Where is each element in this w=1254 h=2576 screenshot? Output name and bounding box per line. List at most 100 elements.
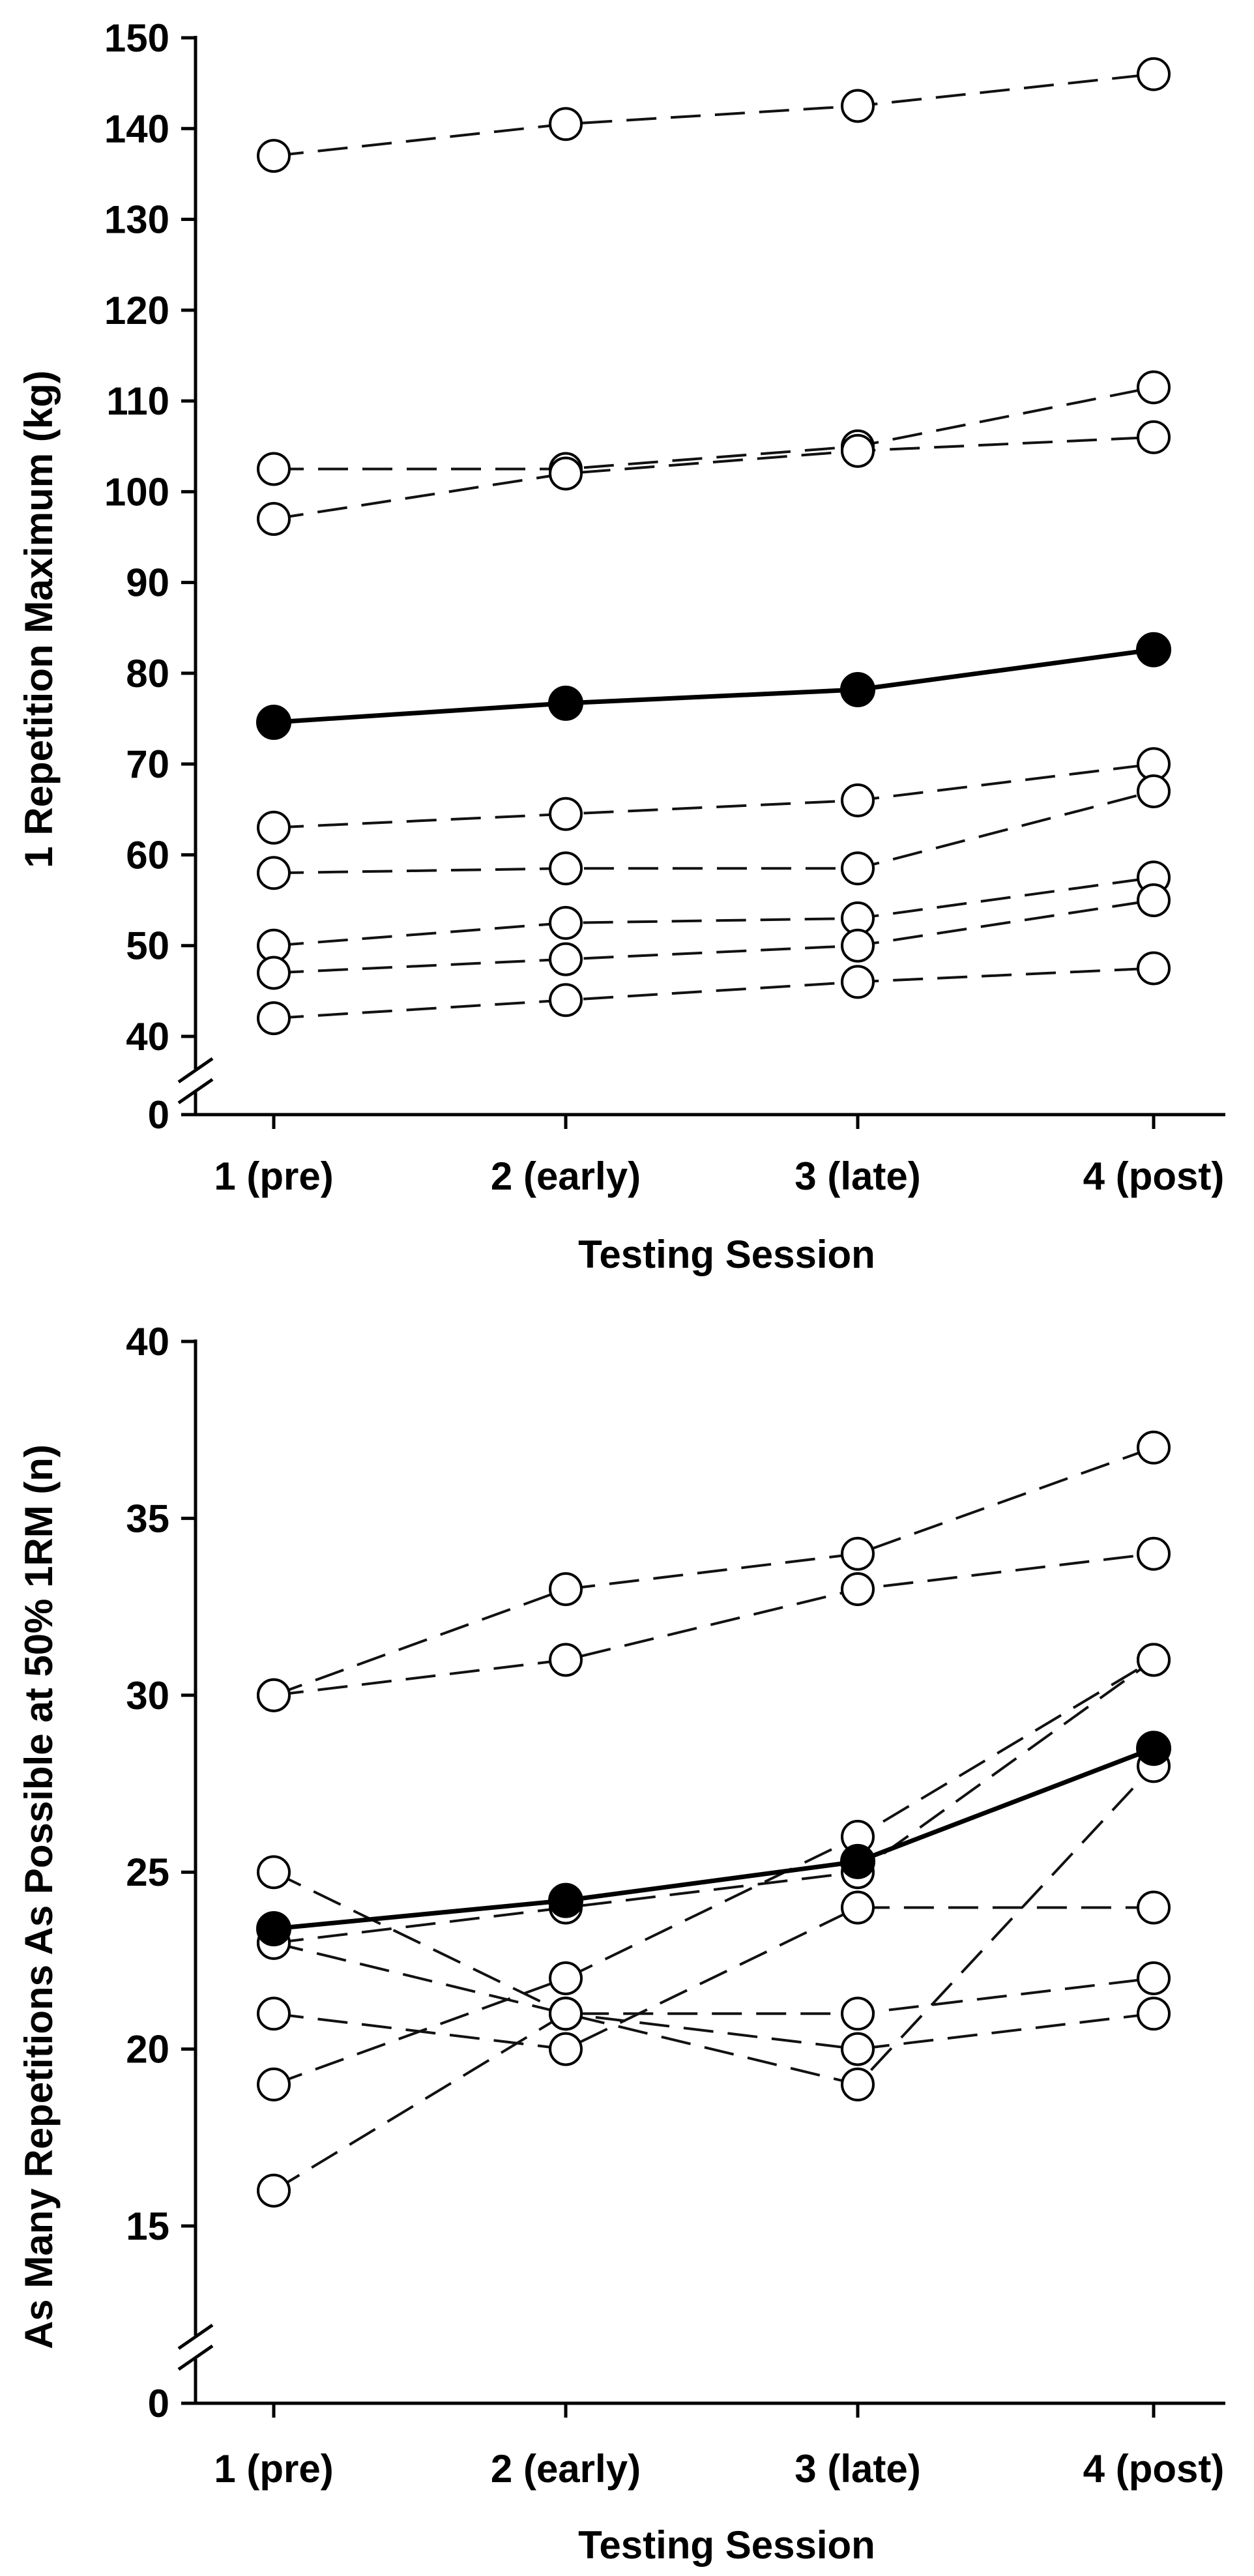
participant-point: [1137, 1536, 1171, 1571]
x-tick-label: 2 (early): [491, 1154, 641, 1198]
participant-line: [273, 876, 1154, 947]
participant-point: [549, 2032, 583, 2066]
participant-point: [257, 452, 291, 486]
participant-series: [257, 420, 1171, 536]
participant-point: [549, 983, 583, 1017]
participant-point: [841, 1572, 875, 1606]
participant-point: [549, 1997, 583, 2031]
mean-point: [256, 1911, 291, 1946]
participant-series: [257, 1749, 1171, 2101]
participant-point: [1137, 1430, 1171, 1465]
participant-point: [549, 107, 583, 141]
y-tick-label: 60: [126, 833, 169, 877]
participant-series: [257, 774, 1171, 890]
participant-line: [273, 1658, 1155, 2086]
x-tick-label: 4 (post): [1083, 1154, 1225, 1198]
participant-line: [273, 1871, 1154, 2051]
participant-point: [841, 1536, 875, 1571]
chart-amrap: 0 15 20 25 30 35 40 1 (pre) 2 (early) 3 (late) 4 (…: [17, 1320, 1225, 2567]
participant-point: [841, 1890, 875, 1925]
participant-point: [257, 139, 291, 173]
mean-series: [256, 1731, 1171, 1946]
y-tick-label: 110: [106, 379, 169, 423]
participant-point: [257, 810, 291, 845]
participant-point: [841, 783, 875, 817]
participant-point: [1137, 1997, 1171, 2031]
participant-line: [272, 1977, 1154, 2192]
y-tick-label: 80: [126, 652, 169, 695]
x-axis-title: Testing Session: [578, 2523, 875, 2567]
participant-point: [1137, 883, 1171, 918]
participant-point: [841, 965, 875, 999]
participant-line: [273, 967, 1154, 1020]
y-tick-label: 140: [104, 107, 169, 151]
participant-point: [841, 928, 875, 963]
axis-break-mark: [177, 2323, 214, 2350]
y-tick-label: 25: [126, 1851, 169, 1894]
participant-point: [1137, 951, 1171, 986]
y-tick-label: 130: [104, 198, 169, 242]
participant-point: [1137, 57, 1171, 91]
participant-point: [549, 1961, 583, 1995]
mean-point: [548, 1882, 583, 1918]
y-tick-label: 40: [126, 1015, 169, 1059]
participant-series: [257, 1643, 1171, 2101]
y-tick-label: 120: [104, 289, 169, 332]
participant-point: [257, 2173, 291, 2208]
x-axis-title: Testing Session: [578, 1233, 875, 1276]
participant-series: [257, 860, 1171, 963]
participant-line: [273, 899, 1154, 974]
y-axis-title: As Many Repetitions As Possible at 50% 1…: [17, 1444, 61, 2349]
mean-line: [273, 1746, 1155, 1931]
participant-point: [257, 1855, 291, 1890]
participant-line: [273, 763, 1154, 829]
participant-series: [257, 1855, 1171, 2066]
participant-point: [1137, 370, 1171, 405]
participant-line: [273, 790, 1154, 875]
participant-point: [1137, 1643, 1171, 1677]
mean-point: [1136, 1731, 1171, 1766]
participant-point: [1137, 1961, 1171, 1995]
participant-point: [841, 433, 875, 468]
participant-point: [841, 851, 875, 886]
mean-point: [256, 705, 291, 740]
participant-series: [257, 747, 1171, 845]
participant-point: [841, 1997, 875, 2031]
mean-line: [273, 647, 1154, 725]
y-tick-label: 150: [104, 16, 169, 60]
participant-point: [549, 905, 583, 940]
participant-point: [549, 942, 583, 976]
participant-point: [1137, 420, 1171, 454]
participant-point: [257, 1001, 291, 1036]
axis-break-mark: [177, 1057, 214, 1084]
mean-point: [840, 672, 875, 707]
participant-series: [257, 1643, 1171, 1960]
y-tick-label: 30: [126, 1674, 169, 1718]
y-tick-label: 100: [104, 470, 169, 514]
participant-point: [841, 2067, 875, 2101]
y-tick-label: 20: [126, 2028, 169, 2071]
participant-line: [273, 1658, 1155, 1944]
participant-point: [257, 1997, 291, 2031]
participant-line: [273, 72, 1154, 158]
participant-series: [257, 883, 1171, 990]
mean-point: [548, 685, 583, 721]
participant-series: [257, 951, 1171, 1036]
axis-break-mark: [177, 2344, 214, 2371]
y-tick-label: 40: [126, 1320, 169, 1364]
x-tick-label: 1 (pre): [214, 2447, 333, 2491]
y-tick-label: 50: [126, 924, 169, 968]
participant-series: [257, 1961, 1171, 2208]
axis-break-mark: [177, 1077, 214, 1105]
x-tick-label: 1 (pre): [214, 1154, 333, 1198]
x-tick-label: 2 (early): [491, 2447, 641, 2491]
y-axis-title: 1 Repetition Maximum (kg): [17, 370, 61, 868]
y-tick-label: 35: [126, 1497, 169, 1540]
participant-point: [257, 2067, 291, 2101]
participant-point: [841, 2032, 875, 2066]
y-tick-label: 15: [126, 2204, 169, 2248]
x-tick-label: 3 (late): [795, 2447, 920, 2491]
chart-1rm: 0 40 50 60 70 80 90 100 110 120 130 140 150 1 (pre) 2 …: [17, 16, 1225, 1276]
participant-point: [549, 1643, 583, 1677]
